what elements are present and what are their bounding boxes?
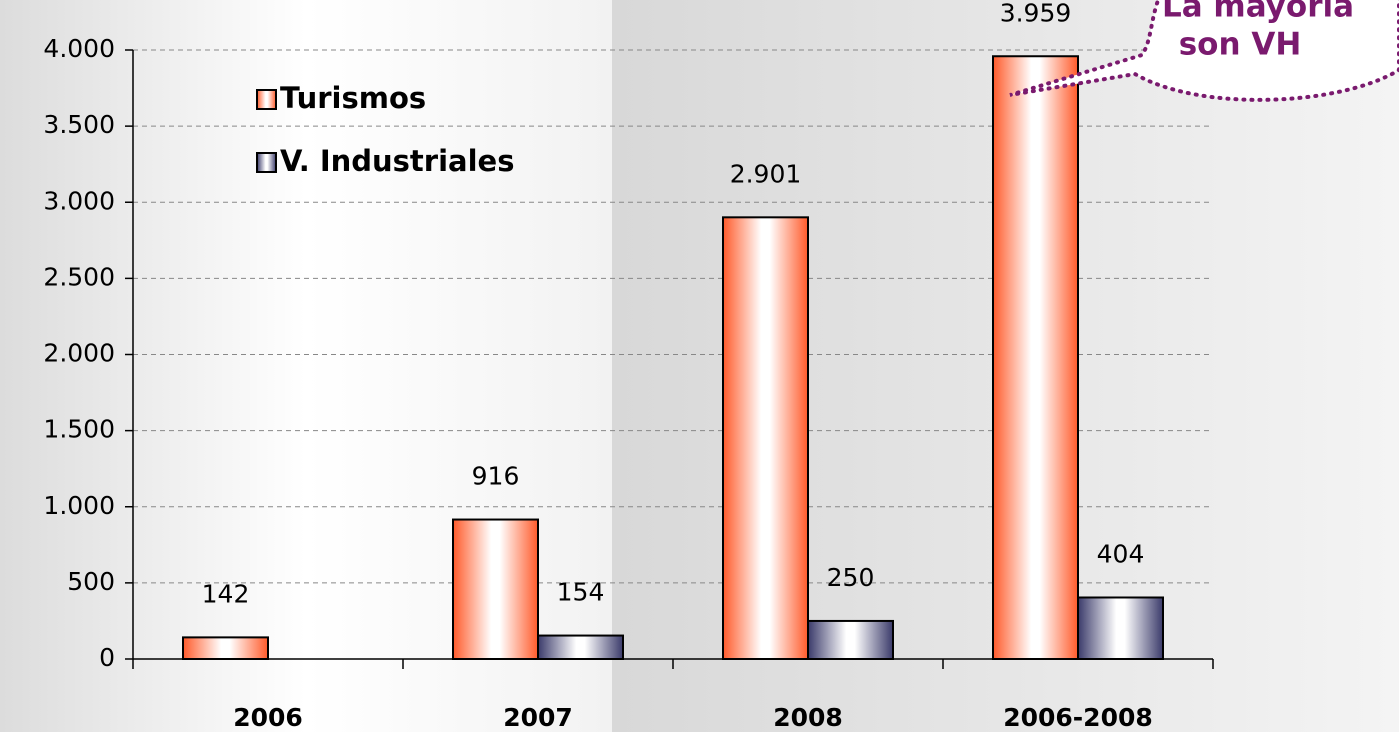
data-label: 250	[827, 563, 875, 592]
annotation: La mayoría	[1162, 0, 1354, 25]
bar	[992, 55, 1079, 660]
plot-area: 0 500 1.000 1.500 2.000 2.500 3.000 3.500 4.000 2…	[43, 0, 1214, 732]
data-label: 2.901	[730, 159, 802, 188]
data-label: 404	[1097, 539, 1145, 568]
x-tick-label: 2006	[233, 703, 303, 732]
y-tick-label: 4.000	[43, 34, 115, 63]
bar	[722, 216, 809, 660]
y-tick-label: 2.000	[43, 339, 115, 368]
x-tick-label: 2008	[773, 703, 843, 732]
bar	[182, 636, 269, 660]
data-label: 3.959	[1000, 0, 1072, 27]
y-tick-label: 1.500	[43, 415, 115, 444]
legend-label: Turismos	[280, 81, 426, 115]
bar	[1077, 596, 1164, 661]
y-tick-label: 500	[67, 567, 115, 596]
data-label: 154	[557, 578, 605, 607]
y-tick-label: 3.500	[43, 110, 115, 139]
bar	[452, 518, 539, 660]
data-label: 142	[202, 579, 250, 608]
data-label: 916	[472, 462, 520, 491]
speech-bubble	[1009, 0, 1399, 102]
y-tick-label: 2.500	[43, 262, 115, 291]
bar	[807, 619, 894, 660]
y-tick-label: 0	[99, 643, 115, 672]
annotation: son VH	[1179, 27, 1302, 63]
x-tick-label: 2006-2008	[1003, 703, 1153, 732]
legend-label: V. Industriales	[280, 144, 514, 178]
x-tick-label: 2007	[503, 703, 573, 732]
bar	[537, 634, 624, 661]
y-tick-label: 3.000	[43, 186, 115, 215]
legend-swatch	[256, 152, 277, 173]
legend-swatch	[256, 89, 277, 110]
y-tick-label: 1.000	[43, 491, 115, 520]
